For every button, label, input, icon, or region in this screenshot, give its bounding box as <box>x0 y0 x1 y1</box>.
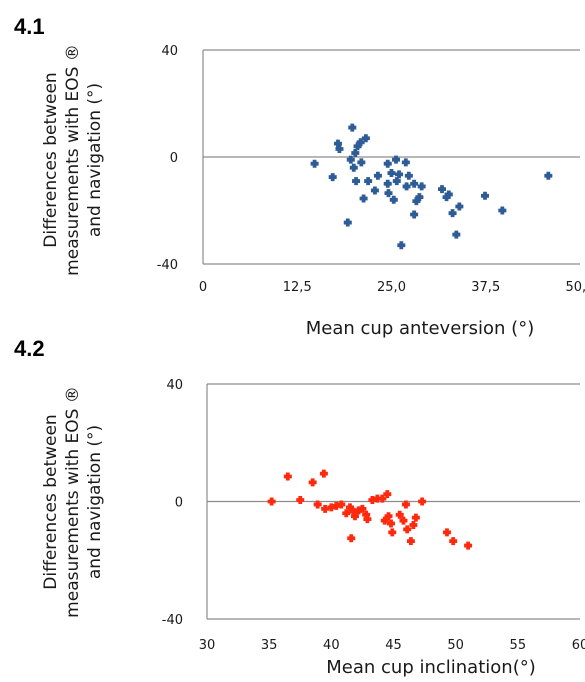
y-tick-label: 0 <box>170 151 178 166</box>
data-point <box>344 219 352 227</box>
x-tick-label: 60 <box>572 638 585 653</box>
x-axis-label: Mean cup anteversion (°) <box>306 318 534 339</box>
data-point <box>455 202 463 210</box>
x-tick-label: 25,0 <box>377 280 406 295</box>
data-point <box>407 537 415 545</box>
y-axis-label: Differences between <box>41 72 61 247</box>
chart-4-1-svg: 40 0 -40 0 12,5 25,0 37,5 50,0 Mean cup antevers… <box>0 0 585 340</box>
data-point <box>296 496 304 504</box>
data-point <box>309 478 317 486</box>
y-tick-label: 0 <box>175 496 183 511</box>
data-point <box>329 173 337 181</box>
data-point <box>452 231 460 239</box>
chart-4-2-svg: 40 0 -40 30 35 40 45 50 55 60 Mean cup inclination… <box>0 340 585 682</box>
y-axis-label: and navigation (°) <box>85 83 105 237</box>
chart-4-2: 4.2 40 0 -40 30 35 40 45 50 55 60 Mean cup inclina… <box>0 340 585 680</box>
data-point <box>498 207 506 215</box>
data-point <box>412 514 420 522</box>
x-tick-label: 37,5 <box>471 280 500 295</box>
data-point <box>397 241 405 249</box>
data-point <box>390 196 398 204</box>
data-point <box>320 470 328 478</box>
data-point <box>388 169 396 177</box>
data-point <box>384 160 392 168</box>
x-tick-label: 0 <box>199 280 207 295</box>
data-point <box>410 180 418 188</box>
y-tick-label: 40 <box>166 378 183 393</box>
y-tick-label: 40 <box>161 44 178 59</box>
x-tick-label: 40 <box>323 638 340 653</box>
x-tick-label: 55 <box>510 638 527 653</box>
data-point <box>410 211 418 219</box>
x-tick-label: 45 <box>385 638 402 653</box>
y-tick-label: -40 <box>162 613 183 628</box>
data-point <box>360 194 368 202</box>
data-point <box>364 177 372 185</box>
data-point <box>268 498 276 506</box>
data-point <box>347 534 355 542</box>
x-tick-label: 35 <box>261 638 278 653</box>
data-point <box>402 158 410 166</box>
y-axis-label: Differences between <box>41 414 61 589</box>
data-point <box>384 189 392 197</box>
x-tick-label: 30 <box>199 638 216 653</box>
x-tick-label: 12,5 <box>283 280 312 295</box>
data-point <box>284 473 292 481</box>
data-point <box>438 185 446 193</box>
data-point <box>418 182 426 190</box>
x-tick-label: 50 <box>447 638 464 653</box>
data-point <box>374 172 382 180</box>
y-axis-label: and navigation (°) <box>85 425 105 579</box>
data-point <box>464 542 472 550</box>
x-axis-label: Mean cup inclination(°) <box>326 657 536 678</box>
data-point <box>418 498 426 506</box>
data-point <box>481 192 489 200</box>
y-tick-label: -40 <box>157 258 178 273</box>
data-point <box>357 158 365 166</box>
data-point <box>449 209 457 217</box>
data-point <box>449 537 457 545</box>
data-point <box>352 177 360 185</box>
data-point <box>348 124 356 132</box>
data-point <box>388 528 396 536</box>
data-point <box>443 528 451 536</box>
data-point <box>405 172 413 180</box>
data-point <box>311 160 319 168</box>
data-point <box>403 182 411 190</box>
data-point <box>384 180 392 188</box>
chart-4-1: 4.1 40 0 -40 0 12,5 25,0 37,5 50,0 Mean cup ante… <box>0 0 585 340</box>
data-point <box>371 186 379 194</box>
data-point <box>350 164 358 172</box>
y-axis-label: measurements with EOS ® <box>63 386 83 618</box>
data-point <box>544 172 552 180</box>
x-tick-label: 50,0 <box>566 280 585 295</box>
y-axis-label: measurements with EOS ® <box>63 44 83 276</box>
